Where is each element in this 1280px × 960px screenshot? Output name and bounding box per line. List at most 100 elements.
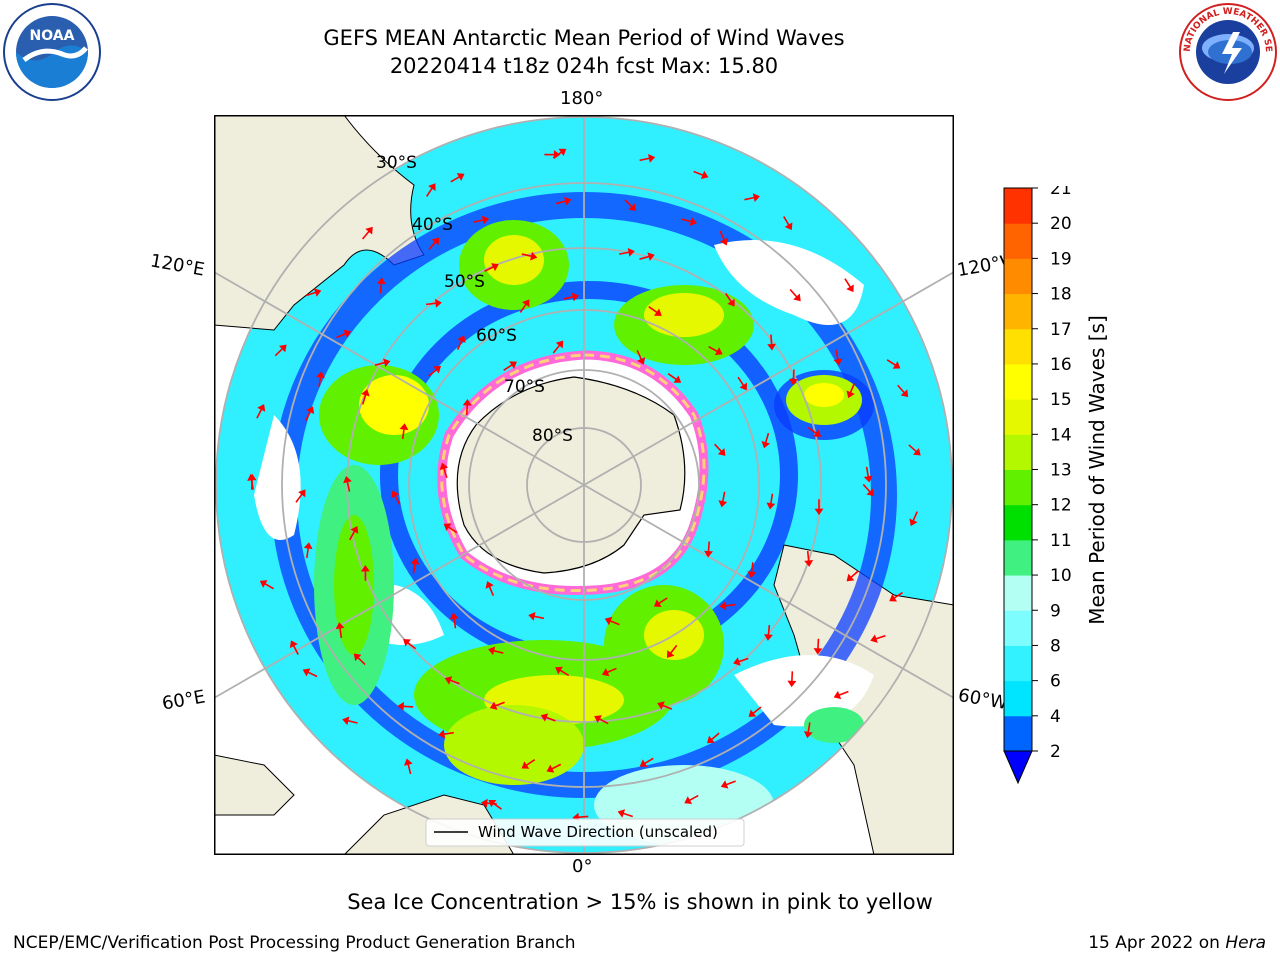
wave-direction-arrow bbox=[617, 809, 634, 818]
colorbar-cell bbox=[1004, 188, 1032, 224]
wave-direction-arrow bbox=[744, 193, 760, 203]
wave-direction-arrow bbox=[487, 646, 504, 656]
wave-direction-arrow bbox=[814, 499, 824, 516]
wave-direction-arrow bbox=[737, 376, 748, 391]
sea-ice-note: Sea Ice Concentration > 15% is shown in … bbox=[347, 890, 933, 914]
colorbar-cell bbox=[1004, 504, 1032, 541]
wave-direction-arrow bbox=[428, 366, 441, 377]
wave-direction-arrow bbox=[718, 491, 728, 508]
wave-direction-arrow bbox=[719, 601, 736, 611]
wave-direction-arrow bbox=[521, 759, 536, 769]
wave-direction-arrow bbox=[450, 173, 465, 183]
wave-direction-arrow bbox=[303, 542, 313, 559]
colorbar-tick-label: 19 bbox=[1050, 249, 1072, 269]
wave-direction-arrow bbox=[789, 288, 801, 302]
wave-direction-arrow bbox=[667, 373, 682, 383]
wave-direction-arrow bbox=[391, 490, 401, 505]
wave-direction-arrow bbox=[684, 794, 699, 805]
colorbar-cell bbox=[1004, 715, 1032, 752]
wave-direction-arrow bbox=[653, 597, 668, 607]
colorbar-cell bbox=[1004, 434, 1032, 470]
wave-direction-arrow bbox=[374, 358, 391, 368]
wave-direction-arrow bbox=[425, 298, 442, 308]
wave-direction-arrow bbox=[704, 541, 713, 558]
wave-direction-arrow bbox=[289, 640, 299, 655]
wave-direction-arrow bbox=[449, 612, 459, 629]
chart-subtitle: 20220414 t18z 024h fcst Max: 15.80 bbox=[389, 54, 779, 78]
wave-direction-arrow bbox=[428, 237, 440, 251]
wave-direction-arrow bbox=[305, 288, 322, 297]
wave-direction-arrow bbox=[863, 466, 873, 483]
wave-direction-arrow bbox=[336, 329, 352, 339]
wave-direction-arrow bbox=[693, 170, 709, 180]
wave-direction-arrow bbox=[376, 277, 386, 294]
wave-direction-arrow bbox=[540, 713, 556, 722]
lat-label-40s: 40°S bbox=[412, 215, 453, 235]
wave-direction-arrow bbox=[846, 570, 859, 582]
lat-label-30s: 30°S bbox=[376, 153, 417, 173]
wave-direction-arrow bbox=[563, 292, 579, 302]
wave-direction-arrow bbox=[725, 293, 735, 307]
wave-direction-arrow bbox=[604, 616, 620, 626]
lon-label-180: 180° bbox=[560, 88, 604, 109]
wave-direction-arrow bbox=[456, 335, 466, 351]
wave-direction-arrow bbox=[552, 340, 564, 354]
wave-direction-arrow bbox=[552, 148, 567, 159]
wave-direction-arrow bbox=[714, 443, 726, 456]
wave-direction-arrow bbox=[444, 676, 460, 685]
colorbar-cell bbox=[1004, 223, 1032, 259]
wave-direction-arrow bbox=[555, 666, 570, 677]
wave-direction-arrow bbox=[719, 230, 729, 246]
wave-direction-arrow bbox=[256, 404, 266, 419]
colorbar-tick-label: 12 bbox=[1050, 496, 1072, 516]
producer-credit: NCEP/EMC/Verification Post Processing Pr… bbox=[13, 933, 576, 953]
wave-direction-arrow bbox=[909, 511, 918, 527]
wave-direction-arrow bbox=[343, 476, 352, 492]
colorbar-tick-label: 20 bbox=[1050, 214, 1072, 234]
wave-direction-arrow bbox=[707, 732, 720, 744]
wave-direction-arrow bbox=[410, 557, 420, 574]
wave-direction-arrow bbox=[803, 722, 813, 739]
colorbar-tick-label: 4 bbox=[1050, 707, 1061, 727]
wave-direction-arrow bbox=[348, 526, 359, 541]
wave-direction-arrow bbox=[639, 252, 655, 261]
wave-direction-arrow bbox=[439, 462, 449, 479]
wave-direction-arrow bbox=[519, 299, 530, 313]
wave-direction-arrow bbox=[897, 384, 909, 398]
wave-direction-arrow bbox=[425, 183, 436, 197]
wave-direction-arrow bbox=[601, 667, 617, 677]
colorbar-tick-label: 13 bbox=[1050, 461, 1072, 481]
colorbar-under-arrow bbox=[1003, 750, 1033, 785]
colorbar-title: Mean Period of Wind Waves [s] bbox=[1085, 315, 1109, 625]
wave-direction-arrow bbox=[624, 199, 636, 212]
colorbar-cell bbox=[1004, 258, 1032, 295]
colorbar-cell bbox=[1004, 680, 1032, 717]
lon-label-60e: 60°E bbox=[160, 686, 207, 715]
wave-direction-arrow bbox=[521, 251, 538, 261]
colorbar-tick-label: 9 bbox=[1050, 601, 1061, 621]
colorbar-tick-label: 21 bbox=[1050, 186, 1072, 199]
lon-label-120e: 120°E bbox=[148, 250, 207, 281]
colorbar-cell bbox=[1004, 363, 1032, 400]
colorbar-cell bbox=[1004, 610, 1032, 646]
wave-direction-arrow bbox=[594, 715, 609, 725]
wave-direction-arrow bbox=[247, 473, 256, 490]
wave-direction-arrow bbox=[807, 426, 822, 437]
colorbar-tick-label: 18 bbox=[1050, 285, 1072, 305]
wave-direction-arrow bbox=[639, 154, 656, 163]
colorbar-cell bbox=[1004, 539, 1032, 576]
wave-direction-arrow bbox=[353, 653, 366, 666]
wave-direction-arrow bbox=[403, 758, 413, 775]
wave-direction-arrow bbox=[361, 389, 370, 405]
wave-direction-arrow bbox=[528, 612, 545, 621]
wave-direction-arrow bbox=[681, 217, 697, 226]
wave-direction-arrow bbox=[720, 780, 736, 789]
run-date: 15 Apr 2022 on bbox=[1088, 933, 1226, 953]
wave-direction-arrow bbox=[397, 701, 414, 711]
wave-direction-arrow bbox=[748, 706, 762, 717]
wave-direction-arrow bbox=[546, 763, 562, 773]
wave-direction-arrow bbox=[889, 591, 904, 602]
wave-direction-arrow bbox=[636, 349, 646, 365]
colorbar-tick-label: 6 bbox=[1050, 672, 1061, 692]
wave-direction-arrow bbox=[733, 657, 749, 666]
